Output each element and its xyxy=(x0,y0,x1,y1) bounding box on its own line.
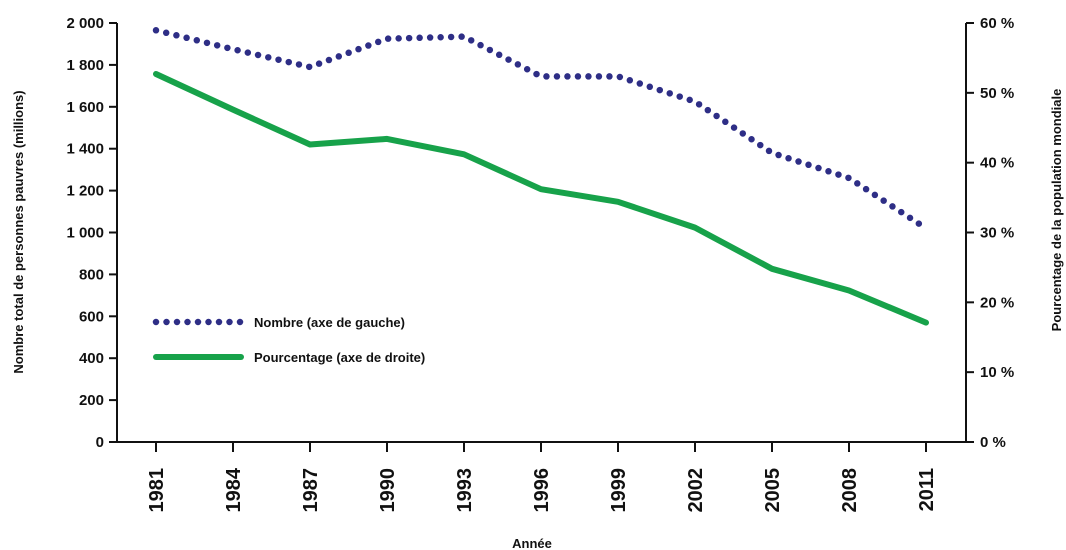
left-y-tick-label: 1 400 xyxy=(66,141,104,158)
x-tick-label: 1996 xyxy=(531,468,553,513)
right-y-tick-label: 0 % xyxy=(980,434,1006,451)
right-y-tick-label: 30 % xyxy=(980,225,1014,242)
axes: 0 200 400 600 800 1 000 1 200 1 400 1 600 1 800 2 … xyxy=(66,15,1014,513)
left-y-axis-title: Nombre total de personnes pauvres (milli… xyxy=(11,90,26,373)
left-y-tick-label: 600 xyxy=(79,308,104,325)
x-tick-label: 2008 xyxy=(839,468,861,513)
series-layer xyxy=(152,27,930,326)
legend-item: Nombre (axe de gauche) xyxy=(152,315,405,330)
series-line xyxy=(153,71,929,326)
x-tick-label: 2011 xyxy=(916,468,938,511)
right-y-tick-label: 10 % xyxy=(980,364,1014,381)
x-tick-label: 1987 xyxy=(300,468,322,513)
right-y-tick-label: 40 % xyxy=(980,155,1014,172)
left-y-tick-label: 2 000 xyxy=(66,15,104,32)
x-tick-label: 1999 xyxy=(608,468,630,513)
left-y-tick-label: 0 xyxy=(96,434,104,451)
left-y-tick-label: 200 xyxy=(79,392,104,409)
left-y-tick-label: 800 xyxy=(79,266,104,283)
right-y-tick-label: 50 % xyxy=(980,85,1014,102)
x-tick-label: 1981 xyxy=(146,468,168,513)
series-line xyxy=(152,27,930,232)
left-y-tick-label: 1 600 xyxy=(66,99,104,116)
left-y-tick-label: 1 800 xyxy=(66,57,104,74)
x-tick-label: 1993 xyxy=(454,468,476,513)
right-y-axis-title: Pourcentage de la population mondiale xyxy=(1049,89,1064,332)
legend-item: Pourcentage (axe de droite) xyxy=(153,350,425,365)
right-y-tick-label: 20 % xyxy=(980,294,1014,311)
x-axis-title: Année xyxy=(512,536,552,550)
legend: Nombre (axe de gauche) Pourcentage (axe d… xyxy=(152,315,425,365)
left-y-tick-label: 1 200 xyxy=(66,183,104,200)
right-y-tick-label: 60 % xyxy=(980,15,1014,32)
x-tick-label: 1990 xyxy=(377,468,399,513)
legend-label: Pourcentage (axe de droite) xyxy=(254,350,425,365)
x-tick-label: 1984 xyxy=(223,467,245,512)
left-y-tick-label: 1 000 xyxy=(66,225,104,242)
left-y-tick-label: 400 xyxy=(79,350,104,367)
x-tick-label: 2005 xyxy=(762,468,784,513)
series-nombre xyxy=(152,27,930,232)
legend-label: Nombre (axe de gauche) xyxy=(254,315,405,330)
x-tick-label: 2002 xyxy=(685,468,707,513)
series-pourcentage xyxy=(153,71,929,326)
